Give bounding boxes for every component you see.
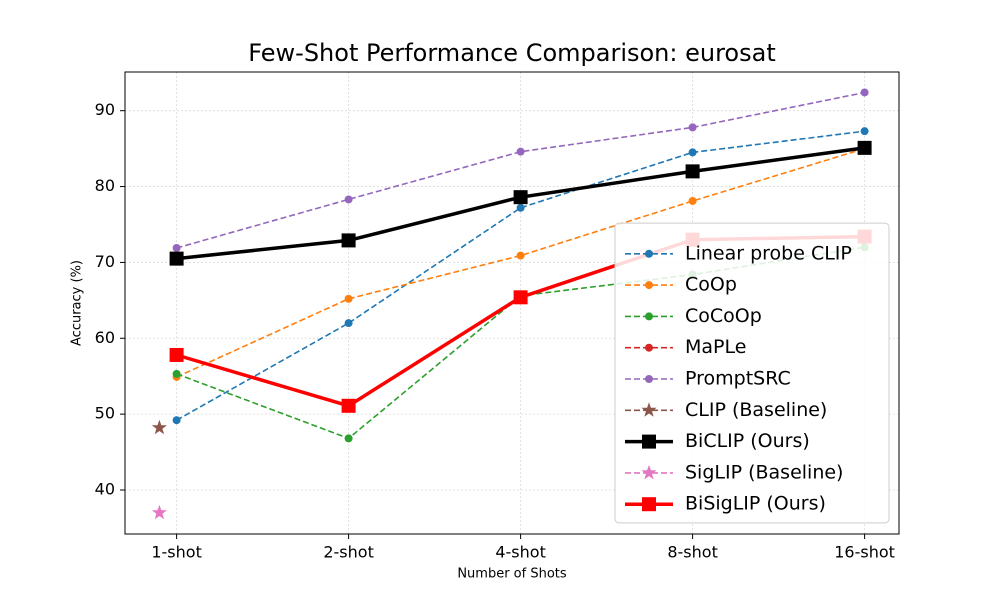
marker [516, 251, 525, 260]
marker [151, 504, 167, 520]
marker [642, 434, 656, 449]
legend-label: CoOp [685, 274, 737, 296]
legend-label: Linear probe CLIP [685, 242, 852, 264]
legend-label: CLIP (Baseline) [685, 399, 827, 421]
series-line [176, 91, 865, 249]
y-tick-label: 90 [95, 100, 115, 119]
legend-box [614, 222, 890, 524]
legend-label: MaPLe [685, 336, 746, 358]
marker [172, 244, 181, 252]
x-tick-label: 1-shot [151, 543, 202, 562]
marker [516, 203, 525, 212]
series-line [176, 147, 865, 378]
x-tick-label: 4-shot [495, 543, 546, 562]
series [172, 88, 869, 252]
y-tick-label: 70 [95, 252, 115, 271]
marker [344, 319, 353, 328]
y-axis-label: Accuracy (%) [70, 260, 85, 346]
marker [172, 369, 181, 378]
legend-label: BiCLIP (Ours) [685, 430, 810, 452]
x-axis-label: Number of Shots [457, 567, 567, 582]
marker [688, 148, 697, 157]
marker [641, 464, 657, 480]
series [169, 140, 872, 266]
marker [645, 312, 653, 321]
marker [685, 164, 700, 179]
legend: Linear probe CLIP CoOp CoCoOp MaPLe PromptSR… [614, 222, 890, 524]
marker [688, 123, 697, 132]
x-tick-label: 2-shot [323, 543, 374, 562]
marker [860, 127, 869, 136]
marker [688, 196, 697, 205]
plot-frame [124, 71, 900, 535]
marker [344, 294, 353, 303]
marker [857, 140, 872, 155]
legend-label: SigLIP (Baseline) [685, 461, 843, 483]
marker [344, 434, 353, 443]
marker [645, 375, 653, 383]
series-line [176, 130, 865, 421]
marker [645, 343, 653, 352]
marker [516, 147, 525, 156]
marker [645, 249, 653, 258]
legend-label: CoCoOp [685, 305, 762, 327]
marker [344, 195, 353, 204]
series [151, 504, 167, 520]
marker [641, 402, 657, 417]
legend-label: BiSigLIP (Ours) [685, 493, 826, 515]
chart-title: Few-Shot Performance Comparison: eurosat [248, 39, 775, 67]
x-tick-label: 16-shot [834, 543, 895, 562]
x-tick-label: 8-shot [667, 543, 718, 562]
marker [642, 497, 656, 512]
y-tick-label: 50 [95, 404, 115, 423]
marker [172, 416, 181, 425]
legend-label: PromptSRC [685, 368, 791, 390]
marker [645, 281, 653, 290]
marker [513, 190, 528, 205]
marker [513, 290, 528, 305]
marker [341, 233, 356, 248]
y-tick-label: 80 [95, 176, 115, 195]
marker [341, 398, 356, 413]
marker [151, 419, 167, 435]
y-tick-label: 40 [95, 480, 115, 499]
y-tick-label: 60 [95, 328, 115, 347]
marker [169, 251, 184, 266]
marker [860, 88, 869, 97]
marker [169, 347, 184, 362]
series [151, 419, 167, 435]
series [172, 127, 869, 425]
